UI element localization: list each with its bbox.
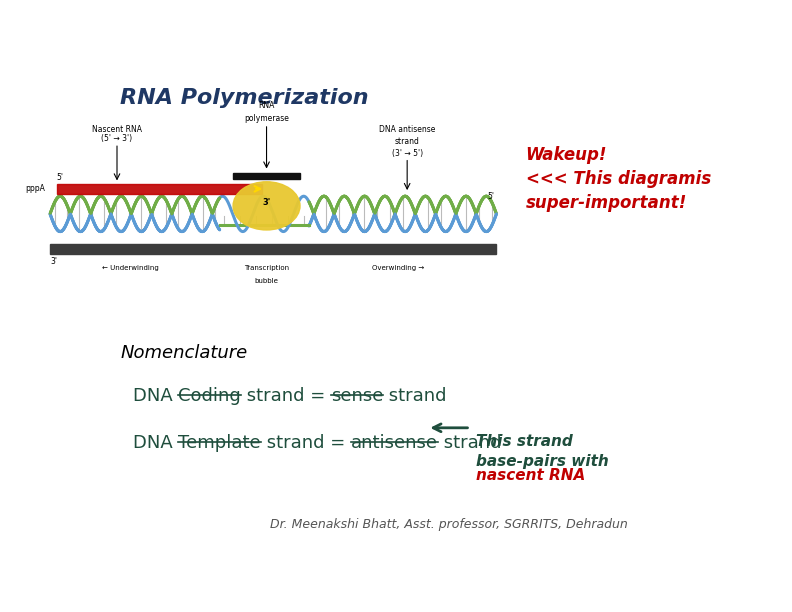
Text: (5' → 3'): (5' → 3')	[101, 134, 132, 143]
Text: Dr. Meenakshi Bhatt, Asst. professor, SGRRITS, Dehradun: Dr. Meenakshi Bhatt, Asst. professor, SG…	[270, 518, 628, 531]
Text: bubble: bubble	[254, 277, 279, 283]
Text: Wakeup!
<<< This diagramis
super-important!: Wakeup! <<< This diagramis super-importa…	[526, 146, 711, 212]
Text: strand =: strand =	[241, 387, 331, 405]
Text: DNA antisense: DNA antisense	[379, 125, 436, 133]
Text: This strand
base-pairs with: This strand base-pairs with	[477, 434, 609, 469]
Text: RNA Polymerization: RNA Polymerization	[120, 88, 369, 108]
Text: 5': 5'	[487, 192, 494, 201]
Bar	[57, 184, 262, 194]
Ellipse shape	[233, 182, 300, 230]
Text: Template: Template	[178, 434, 261, 452]
Text: Nomenclature: Nomenclature	[120, 345, 248, 362]
Text: 3': 3'	[262, 198, 271, 207]
Bar	[50, 244, 497, 254]
Text: ← Underwinding: ← Underwinding	[102, 265, 158, 271]
Text: strand: strand	[394, 138, 420, 146]
Text: antisense: antisense	[351, 434, 438, 452]
Text: strand =: strand =	[261, 434, 351, 452]
Text: DNA: DNA	[133, 387, 178, 405]
Text: strand: strand	[438, 434, 501, 452]
Text: 3': 3'	[50, 257, 57, 266]
Bar	[233, 173, 300, 179]
Text: DNA: DNA	[133, 434, 178, 452]
Text: Overwinding →: Overwinding →	[372, 265, 425, 271]
Text: 5': 5'	[57, 173, 63, 182]
Text: (3' → 5'): (3' → 5')	[391, 149, 423, 158]
Text: RNA: RNA	[258, 102, 275, 110]
Text: Nascent RNA: Nascent RNA	[92, 125, 142, 133]
Text: polymerase: polymerase	[244, 114, 289, 123]
Text: Coding: Coding	[178, 387, 241, 405]
Text: sense: sense	[331, 387, 383, 405]
Text: nascent RNA: nascent RNA	[477, 468, 586, 483]
Text: pppA: pppA	[25, 184, 46, 193]
Text: Transcription: Transcription	[244, 265, 289, 271]
Text: strand: strand	[383, 387, 447, 405]
